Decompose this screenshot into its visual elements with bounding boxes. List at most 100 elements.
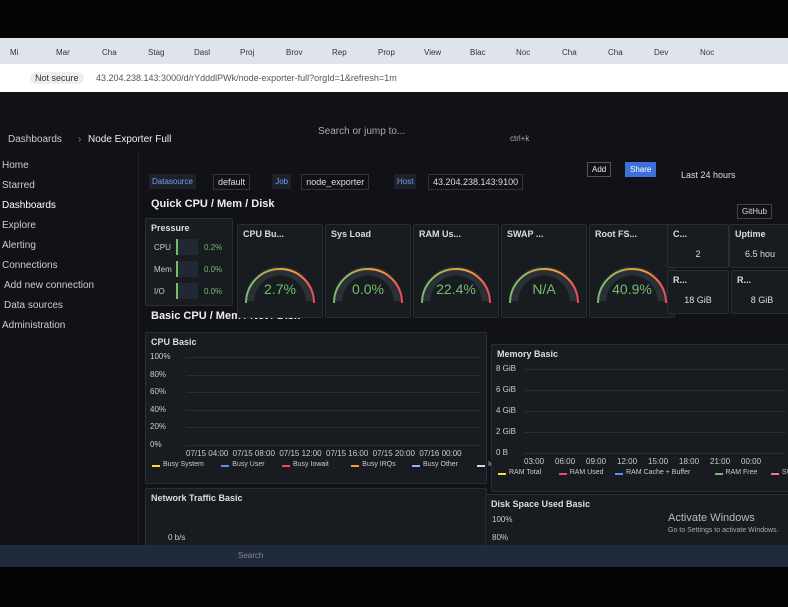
gauge-value: N/A [532,281,556,297]
panel-title: R... [673,275,688,285]
browser-tab[interactable]: Cha [562,48,577,57]
panel-title: SWAP ... [507,229,544,239]
panel: SWAP ... N/A [501,224,587,318]
time-range[interactable]: Last 24 hours [681,170,736,180]
legend-swatch [498,473,506,475]
x-tick-label: 12:00 [617,457,638,466]
grid-line [524,453,786,454]
legend-item[interactable]: Busy Other [423,461,459,468]
shortcut: ctrl+k [510,134,530,143]
gauge-track [245,266,315,304]
add-button[interactable]: Add [587,162,612,177]
pressure-bar [176,261,198,277]
breadcrumb[interactable]: Dashboards [8,134,62,145]
browser-tab[interactable]: Proj [240,48,255,57]
dashboard: Add Share Last 24 hours Datasource default Jo… [139,152,788,552]
legend-item[interactable]: Busy User [232,461,265,468]
security-badge[interactable]: Not secure [30,72,84,84]
panel: Root FS... 40.9% [589,224,675,318]
browser-tab[interactable]: Noc [516,48,531,57]
variable-value[interactable]: node_exporter [301,174,370,190]
grid-line [186,357,480,358]
panel-title: C... [673,229,688,239]
pressure-value: 0.0% [204,265,223,274]
legend-item[interactable]: Busy Iowait [293,461,329,468]
browser-tab[interactable]: Dasl [194,48,211,57]
nav-item[interactable]: Connections [2,260,58,271]
grid-line [186,445,480,446]
nav-item[interactable]: Administration [2,320,66,331]
legend-swatch [477,465,485,467]
y-tick-label: 0% [150,440,162,449]
x-tick-label: 21:00 [710,457,731,466]
share-button[interactable]: Share [625,162,657,177]
legend-item[interactable]: RAM Free [725,469,758,476]
legend-swatch [558,473,567,475]
search[interactable]: Search or jump to... [318,126,406,137]
gauge-track [597,266,667,304]
x-tick-label: 07/15 08:00 [232,449,275,458]
browser-tab[interactable]: Blac [470,48,486,57]
browser-tab[interactable]: Prop [378,48,395,57]
y-tick-label: 80% [150,369,167,379]
separator: › [78,134,82,145]
grid-line [524,369,786,370]
browser-tab[interactable]: Cha [102,48,117,57]
legend-item[interactable]: Busy System [163,461,204,468]
grafana-topbar: Dashboards Node Exporter Full › Search o… [0,92,788,152]
browser-tab[interactable]: Stag [148,48,165,57]
panel-title: Root FS... [595,229,637,239]
x-tick-label: 06:00 [555,457,576,466]
y-tick-label: 2 GiB [496,427,517,436]
nav-item[interactable]: Alerting [2,240,36,251]
browser-tab[interactable]: Mi [10,48,19,57]
gauge-value: 22.4% [436,281,476,297]
y-tick-label: 6 GiB [496,385,517,394]
variable-value[interactable]: default [213,174,251,190]
legend-item[interactable]: Busy IRQs [362,461,396,468]
legend-swatch [282,465,290,467]
github-link[interactable]: GitHub [737,204,772,219]
legend-item[interactable]: RAM Total [509,469,542,476]
stat-value: 18 GiB [684,295,712,305]
y-tick-label: 60% [150,387,167,397]
breadcrumb[interactable]: Node Exporter Full [88,134,172,145]
pressure-value: 0.0% [204,287,223,296]
variable-value[interactable]: 43.204.238.143:9100 [428,174,524,190]
row-title[interactable]: Quick CPU / Mem / Disk [151,198,275,210]
browser-tab[interactable]: Cha [608,48,623,57]
legend-swatch [351,465,360,467]
url[interactable]: 43.204.238.143:3000/d/rYdddlPWk/node-exp… [96,73,397,83]
variable-label: Host [394,174,417,189]
panel: Network Traffic Basic 0 b/s [145,488,487,550]
panel: Pressure CPU 0.2% Mem 0.0% I/O 0.0% [145,218,233,306]
taskbar-search[interactable]: Search [238,551,264,560]
panel: R... 18 GiB [667,270,729,314]
legend-swatch [770,473,779,475]
nav-item[interactable]: Data sources [4,300,63,311]
nav-item[interactable]: Add new connection [4,280,95,291]
browser-tab[interactable]: Dev [654,48,669,57]
x-tick-label: 07/16 00:00 [419,449,462,458]
gauge-track [421,266,491,304]
panel: R... 8 GiB [731,270,788,314]
nav-item[interactable]: Home [2,160,29,171]
nav-item[interactable]: Starred [2,180,35,191]
browser-tab[interactable]: Mar [56,48,70,57]
browser-tab[interactable]: View [424,48,442,57]
nav-item[interactable]: Dashboards [2,200,56,211]
legend-item[interactable]: RAM Cache + Buffer [626,469,691,476]
grid-line [524,411,786,412]
browser-tab[interactable]: Noc [700,48,715,57]
pressure-label: CPU [154,243,171,252]
legend-item[interactable]: RAM Used [569,469,604,476]
browser-tab[interactable]: Rep [332,48,347,57]
legend-item[interactable]: SWAP Used [781,469,788,476]
panel: RAM Us... 22.4% [413,224,499,318]
legend-swatch [152,465,160,467]
panel: Sys Load 0.0% [325,224,411,318]
panel-title: Pressure [151,223,190,233]
nav-item[interactable]: Explore [2,220,36,231]
browser-tab[interactable]: Brov [286,48,303,57]
